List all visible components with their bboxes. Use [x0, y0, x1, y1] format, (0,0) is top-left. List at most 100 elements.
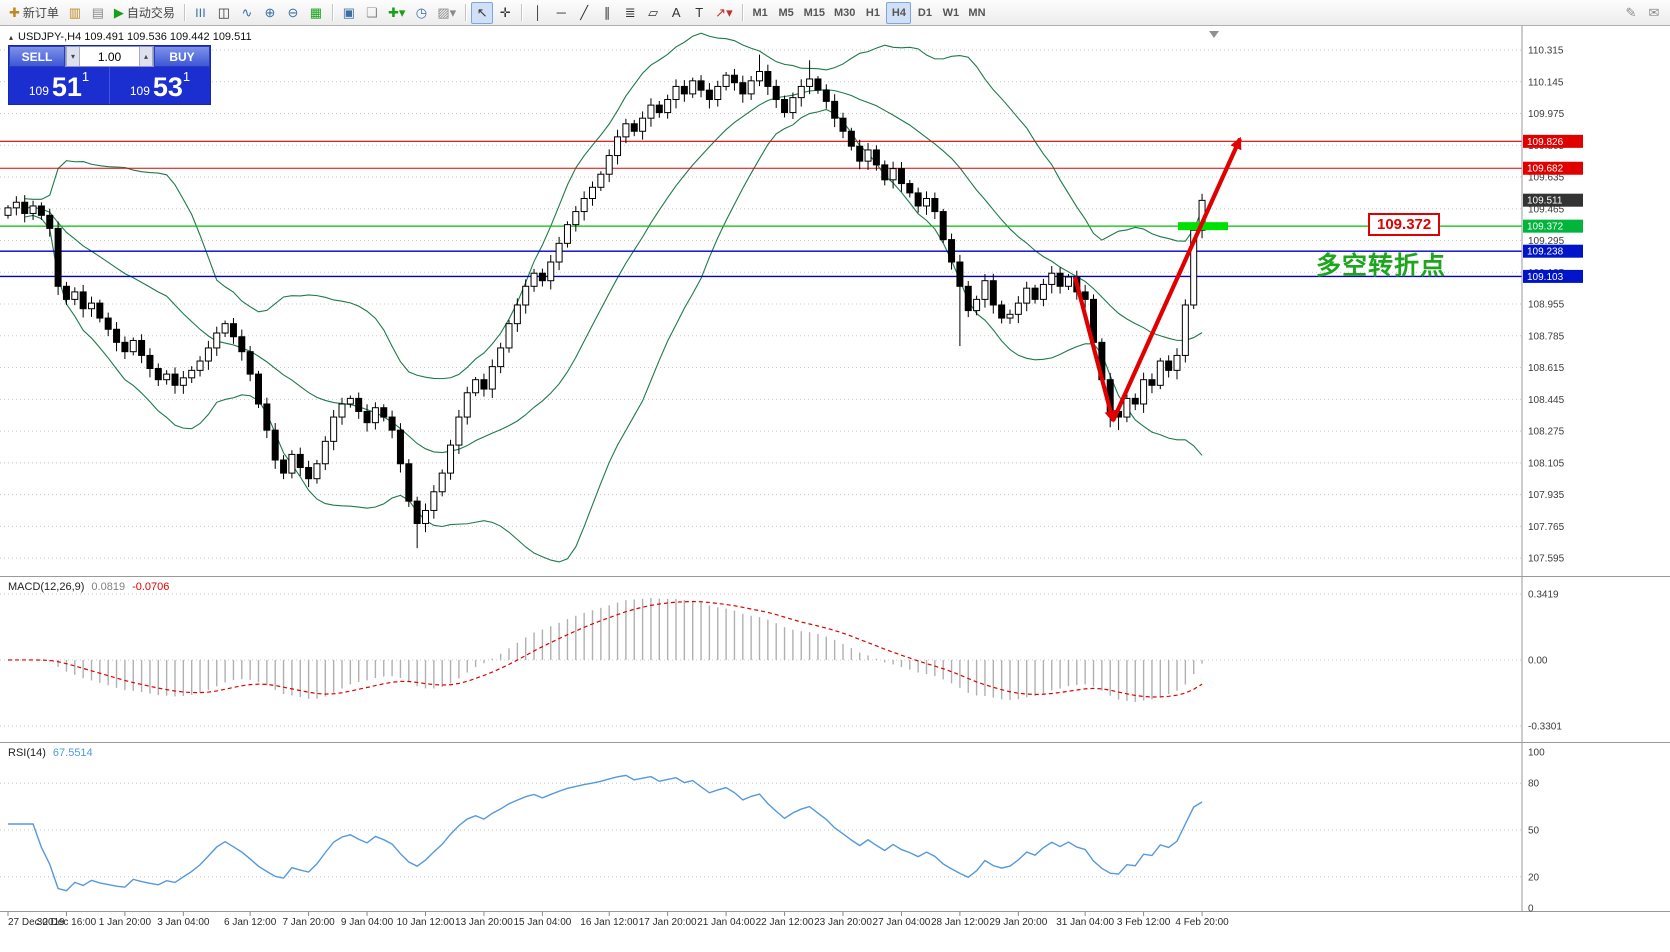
- trendline-icon: ╱: [580, 5, 589, 20]
- mail-icon: ✉: [1648, 5, 1660, 20]
- volume-down-icon[interactable]: ▾: [66, 47, 80, 66]
- mail-button[interactable]: ✉: [1643, 2, 1665, 24]
- channel-button[interactable]: ∥: [596, 2, 618, 24]
- time-label: 16 Jan 12:00: [580, 917, 638, 928]
- bar-chart-icon: |||: [195, 7, 207, 17]
- timeframe-d1[interactable]: D1: [917, 6, 932, 19]
- svg-text:0: 0: [1528, 904, 1534, 915]
- text-icon: A: [671, 5, 681, 20]
- svg-text:110.315: 110.315: [1528, 46, 1564, 57]
- timeframe-m15[interactable]: M15: [803, 6, 825, 19]
- svg-text:109.103: 109.103: [1527, 272, 1564, 283]
- volume-field[interactable]: ▾ 1.00 ▴: [65, 46, 154, 67]
- timeframe-m5[interactable]: M5: [778, 6, 794, 19]
- indicators-button[interactable]: ▦: [305, 2, 327, 24]
- text-button[interactable]: A: [665, 2, 687, 24]
- zoom-out-button[interactable]: ⊖: [282, 2, 304, 24]
- timeframe-w1[interactable]: W1: [942, 6, 960, 19]
- add-indicator-button[interactable]: ✚▾: [384, 2, 409, 24]
- price-tag-109.372: [1523, 219, 1583, 233]
- charts-button[interactable]: ▥: [64, 2, 86, 24]
- svg-text:107.595: 107.595: [1528, 554, 1565, 565]
- buy-price[interactable]: 109 53 1: [110, 67, 210, 104]
- edit-button[interactable]: ✎: [1620, 2, 1642, 24]
- tile-windows-button[interactable]: ▣: [338, 2, 360, 24]
- buy-price-main: 53: [152, 72, 183, 102]
- label-button[interactable]: T: [688, 2, 710, 24]
- toolbar-separator: [331, 4, 333, 21]
- chart-title-text: USDJPY-,H4 109.491 109.536 109.442 109.5…: [18, 31, 252, 43]
- price-grid: 110.315110.145109.975109.805109.635109.4…: [0, 46, 1565, 565]
- rsi-name: RSI(14): [8, 747, 46, 759]
- chart-symbol-icon: ▴: [9, 32, 14, 42]
- time-label: 22 Jan 12:00: [756, 917, 814, 928]
- new-order-button[interactable]: ✚ 新订单: [5, 2, 63, 24]
- toolbar-separator: [183, 4, 185, 21]
- indicators-icon: ▦: [309, 5, 323, 20]
- shapes-button[interactable]: ▱: [642, 2, 664, 24]
- sell-price[interactable]: 109 51 1: [9, 67, 109, 104]
- svg-text:109.826: 109.826: [1527, 137, 1564, 148]
- autotrading-button[interactable]: ▶ 自动交易: [110, 2, 179, 24]
- toolbar-separator: [741, 4, 743, 21]
- shapes-icon: ▱: [648, 5, 659, 20]
- template-button[interactable]: ▨▾: [433, 2, 460, 24]
- crosshair-button[interactable]: ✛: [494, 2, 516, 24]
- zoom-in-button[interactable]: ⊕: [259, 2, 281, 24]
- bar-chart-button[interactable]: |||: [190, 2, 212, 24]
- price-callout[interactable]: 109.372: [1368, 213, 1441, 236]
- buy-button[interactable]: BUY: [154, 46, 210, 67]
- trend-arrow-down[interactable]: [1072, 276, 1117, 423]
- turning-point-annotation[interactable]: 多空转折点: [1316, 252, 1447, 280]
- trendline-button[interactable]: ╱: [573, 2, 595, 24]
- period-button[interactable]: ◷: [410, 2, 432, 24]
- toolbar-separator: [465, 4, 467, 21]
- time-label: 15 Jan 04:00: [513, 917, 571, 928]
- cascade-windows-button[interactable]: ❏: [361, 2, 383, 24]
- price-divider: [109, 67, 110, 104]
- svg-text:108.955: 108.955: [1528, 300, 1565, 311]
- cursor-button[interactable]: ↖: [471, 1, 494, 24]
- time-label: 6 Jan 12:00: [224, 917, 277, 928]
- turning-point-highlight[interactable]: [1178, 222, 1228, 231]
- volume-value[interactable]: 1.00: [97, 49, 122, 64]
- label-icon: T: [695, 5, 704, 20]
- time-label: 3 Feb 12:00: [1117, 917, 1171, 928]
- line-chart-icon: ∿: [241, 5, 253, 20]
- zoom-in-icon: ⊕: [264, 5, 276, 20]
- timeframe-mn[interactable]: MN: [968, 6, 986, 19]
- candle-chart-button[interactable]: ◫: [213, 2, 235, 24]
- svg-text:109.238: 109.238: [1527, 247, 1564, 258]
- time-label: 10 Jan 12:00: [397, 917, 455, 928]
- volume-up-icon[interactable]: ▴: [139, 47, 153, 66]
- vertical-line-icon: │: [534, 5, 543, 20]
- line-chart-button[interactable]: ∿: [236, 2, 258, 24]
- fibonacci-button[interactable]: ≣: [619, 2, 641, 24]
- svg-text:109.975: 109.975: [1528, 109, 1565, 120]
- cascade-windows-icon: ❏: [366, 5, 378, 20]
- bollinger-bands: [24, 32, 1203, 563]
- macd-name: MACD(12,26,9): [8, 581, 85, 593]
- buy-price-pip: 1: [182, 69, 191, 84]
- trend-arrow-up[interactable]: [1111, 136, 1242, 422]
- cursor-icon: ↖: [476, 5, 488, 20]
- time-label: 9 Jan 04:00: [341, 917, 394, 928]
- timeframe-m30[interactable]: M30: [834, 6, 856, 19]
- crosshair-icon: ✛: [499, 5, 511, 20]
- time-label: 28 Jan 12:00: [931, 917, 989, 928]
- profiles-button[interactable]: ▤: [87, 2, 109, 24]
- arrows-button[interactable]: ↗▾: [711, 2, 736, 24]
- sell-button[interactable]: SELL: [9, 46, 65, 67]
- tile-windows-icon: ▣: [342, 5, 356, 20]
- charts-icon: ▥: [68, 5, 82, 20]
- svg-text:108.445: 108.445: [1528, 395, 1565, 406]
- timeframe-m1[interactable]: M1: [752, 6, 768, 19]
- chart-shift-marker[interactable]: [1209, 31, 1219, 38]
- vertical-line-button[interactable]: │: [527, 2, 549, 24]
- timeframe-h4[interactable]: H4: [886, 1, 912, 24]
- price-tag-109.238: [1523, 244, 1583, 258]
- channel-icon: ∥: [603, 5, 611, 20]
- horizontal-line-button[interactable]: ─: [550, 2, 572, 24]
- timeframe-h1[interactable]: H1: [865, 6, 880, 19]
